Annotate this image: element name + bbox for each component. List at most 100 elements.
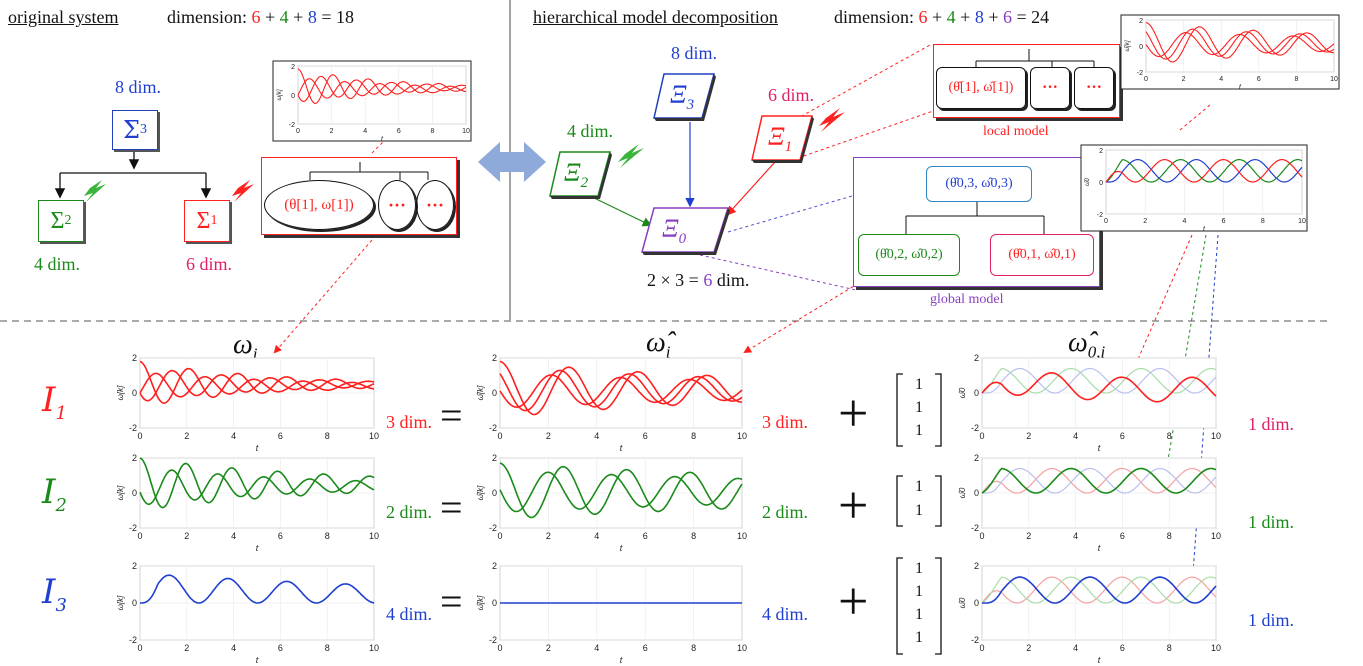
series-line [297, 75, 467, 102]
sigma1-dim: 6 dim. [186, 254, 233, 274]
dim-part: + [932, 7, 943, 27]
x-tick-label: 2 [1026, 531, 1031, 541]
tree-root-node: (θ[1], ω[1]) [264, 180, 374, 230]
series-line [981, 576, 1217, 604]
ones-vector-row3: 1 1 1 1 [895, 556, 943, 656]
x-tick-label: 4 [1219, 76, 1223, 83]
x-tick-label: 6 [1222, 218, 1226, 225]
x-tick-label: 0 [497, 643, 502, 653]
x-tick-label: 0 [979, 431, 984, 441]
dim-part: + [265, 7, 276, 27]
dashed-link [727, 195, 853, 233]
y-tick-label: -2 [129, 523, 137, 533]
y-tick-label: 0 [492, 488, 497, 498]
x-axis-label: t [1203, 226, 1206, 232]
arrow-xi2-xi0 [589, 195, 653, 227]
y-axis-label: ω̂0 [958, 387, 967, 398]
dim-part: = [321, 7, 332, 27]
series-line [139, 360, 375, 404]
series-line [1105, 158, 1303, 183]
y-tick-label: 0 [974, 598, 979, 608]
xi2-dim: 4 dim. [567, 121, 614, 141]
x-tick-label: 8 [325, 431, 330, 441]
dim-right-row2: 1 dim. [1248, 512, 1295, 532]
x-tick-label: 0 [979, 643, 984, 653]
dim-mid-row1: 3 dim. [762, 412, 809, 432]
series-line [139, 369, 375, 402]
series-line [1145, 32, 1335, 58]
dim-part: + [960, 7, 971, 27]
series-line [297, 68, 467, 104]
x-tick-label: 10 [1211, 431, 1221, 441]
global-model-box: (θ̂0,3, ω̂0,3) (θ̂0,2, ω̂0,2) (θ̂0,1, ω̂… [853, 157, 1100, 287]
plus-row3: + [838, 571, 869, 631]
x-tick-label: 2 [546, 431, 551, 441]
y-tick-label: 0 [132, 598, 137, 608]
x-tick-label: 4 [1073, 431, 1078, 441]
series-line [139, 372, 375, 398]
row-label-i1: I1 [42, 380, 67, 424]
x-tick-label: 0 [137, 431, 142, 441]
y-axis-label: ω̂[k] [1125, 40, 1131, 51]
y-axis-label: ω̂[k] [476, 595, 485, 610]
x-tick-label: 2 [330, 128, 334, 135]
lightning-icon [819, 108, 845, 132]
x-axis-label: t [1239, 84, 1242, 90]
y-tick-label: 2 [492, 353, 497, 363]
y-tick-label: 2 [132, 453, 137, 463]
y-axis-label: ω[k] [116, 385, 125, 400]
x-tick-label: 8 [1167, 531, 1172, 541]
y-tick-label: -2 [1097, 212, 1103, 219]
x-tick-label: 8 [691, 643, 696, 653]
x-tick-label: 0 [497, 531, 502, 541]
xi3-dim: 8 dim. [671, 43, 718, 63]
x-tick-label: 0 [979, 531, 984, 541]
y-tick-label: 2 [1139, 18, 1143, 25]
x-tick-label: 10 [737, 531, 747, 541]
x-tick-label: 8 [1167, 431, 1172, 441]
x-tick-label: 6 [278, 531, 283, 541]
x-axis-label: t [256, 443, 259, 452]
y-tick-label: 0 [1099, 180, 1103, 187]
x-tick-label: 0 [137, 643, 142, 653]
dashed-link [779, 44, 931, 129]
lightning-icon [84, 180, 106, 202]
x-tick-label: 2 [1026, 431, 1031, 441]
x-tick-label: 8 [691, 431, 696, 441]
dim-right-row1: 1 dim. [1248, 414, 1295, 434]
x-tick-label: 10 [1330, 76, 1338, 83]
dim-left-row2: 2 dim. [386, 502, 433, 522]
x-tick-label: 4 [594, 431, 599, 441]
x-tick-label: 10 [462, 128, 470, 135]
x-tick-label: 8 [325, 531, 330, 541]
y-tick-label: -2 [971, 523, 979, 533]
y-tick-label: 0 [132, 488, 137, 498]
y-tick-label: 0 [291, 93, 295, 100]
y-tick-label: 2 [974, 453, 979, 463]
x-tick-label: 2 [184, 431, 189, 441]
y-axis-label: ω[k] [277, 89, 283, 100]
x-tick-label: 6 [278, 643, 283, 653]
y-tick-label: -2 [489, 423, 497, 433]
ones-vector-row2: 1 1 [895, 474, 943, 528]
series-line [982, 576, 1217, 604]
original-system-title: original system [8, 7, 119, 27]
y-tick-label: 2 [132, 561, 137, 571]
x-tick-label: 4 [594, 643, 599, 653]
equals-row2: = [440, 485, 463, 530]
series-line [981, 467, 1217, 494]
x-axis-label: t [256, 543, 259, 552]
y-axis-label: ω̂[k] [476, 385, 485, 400]
x-axis-label: t [381, 136, 384, 142]
x-axis-label: t [620, 543, 623, 552]
x-tick-label: 8 [1294, 76, 1298, 83]
series-line [981, 467, 1217, 494]
local-root-node: (θ̂[1], ω̂[1]) [936, 67, 1026, 109]
series-line [499, 471, 743, 513]
y-axis-label: ω[k] [116, 485, 125, 500]
